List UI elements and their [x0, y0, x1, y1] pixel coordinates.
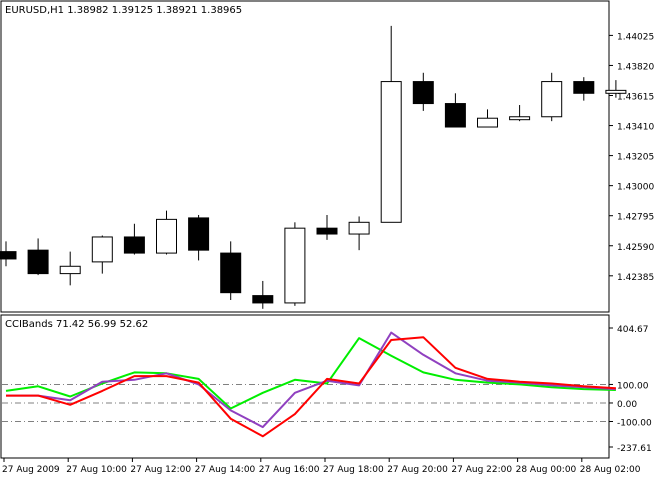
- time-tick-label: 27 Aug 16:00: [259, 465, 320, 475]
- candle-bearish: [188, 217, 210, 251]
- candle-bearish: [0, 251, 17, 260]
- candle-bullish: [156, 218, 177, 254]
- indicator-series-line: [6, 336, 616, 438]
- indicator-panel-frame: [0, 314, 610, 459]
- indicator-tick-label: -237.61: [617, 444, 652, 454]
- time-tick-label: 28 Aug 00:00: [516, 465, 577, 475]
- price-tick-label: 1.43615: [617, 92, 654, 102]
- price-tick-label: 1.42795: [617, 213, 654, 223]
- candle-bullish: [59, 265, 81, 275]
- candle-bearish: [316, 227, 338, 235]
- time-tick-label: 27 Aug 14:00: [195, 465, 256, 475]
- price-tick-label: 1.44025: [617, 32, 654, 42]
- candle-bearish: [573, 81, 595, 94]
- candles: [0, 25, 627, 309]
- candle-bullish: [541, 81, 563, 118]
- time-tick-label: 27 Aug 10:00: [66, 465, 127, 475]
- price-tick-label: 1.42385: [617, 273, 654, 283]
- price-axis: 1.44025 1.43820 1.43615 1.43410 1.43205 1.430…: [609, 32, 654, 283]
- time-tick-label: 27 Aug 18:00: [323, 465, 384, 475]
- candle-bullish: [605, 89, 627, 94]
- candle-bullish: [284, 227, 306, 304]
- indicator-series-line: [6, 331, 616, 429]
- candle-bearish: [27, 249, 49, 275]
- candle-bearish: [123, 236, 145, 254]
- time-tick-label: 27 Aug 20:00: [387, 465, 448, 475]
- time-tick-label: 27 Aug 2009: [2, 465, 60, 475]
- price-panel-title: EURUSD,H1 1.38982 1.39125 1.38921 1.3896…: [5, 5, 242, 16]
- candle-bullish: [509, 116, 531, 121]
- candle-bearish: [252, 295, 274, 304]
- candle-bullish: [477, 117, 498, 128]
- indicator-tick-label: 0.00: [617, 400, 637, 410]
- price-tick-label: 1.42590: [617, 243, 654, 253]
- candle-bullish: [380, 81, 402, 223]
- indicator-panel-title: CCIBands 71.42 56.99 52.62: [5, 319, 148, 330]
- candle-bearish: [444, 103, 466, 128]
- time-tick-label: 27 Aug 22:00: [451, 465, 512, 475]
- price-tick-label: 1.43820: [617, 62, 654, 72]
- candle-bullish: [91, 236, 113, 263]
- time-axis: 27 Aug 2009 27 Aug 10:00 27 Aug 12:00 27 Au…: [2, 458, 641, 475]
- candle-bearish: [220, 252, 242, 294]
- price-panel-frame: [0, 0, 610, 313]
- price-tick-label: 1.43205: [617, 153, 654, 163]
- indicator-lines: [5, 331, 616, 438]
- candle-bearish: [412, 81, 434, 105]
- price-tick-label: 1.43410: [617, 123, 654, 133]
- indicator-tick-label: 404.67: [617, 325, 649, 335]
- indicator-axis: 404.67 100.00 0.00 -100.00 -237.61: [609, 325, 652, 454]
- time-tick-label: 27 Aug 12:00: [130, 465, 191, 475]
- price-tick-label: 1.43000: [617, 183, 654, 193]
- candle-bullish: [348, 221, 370, 235]
- indicator-tick-label: -100.00: [617, 419, 652, 429]
- indicator-tick-label: 100.00: [617, 381, 649, 391]
- time-tick-label: 28 Aug 02:00: [580, 465, 641, 475]
